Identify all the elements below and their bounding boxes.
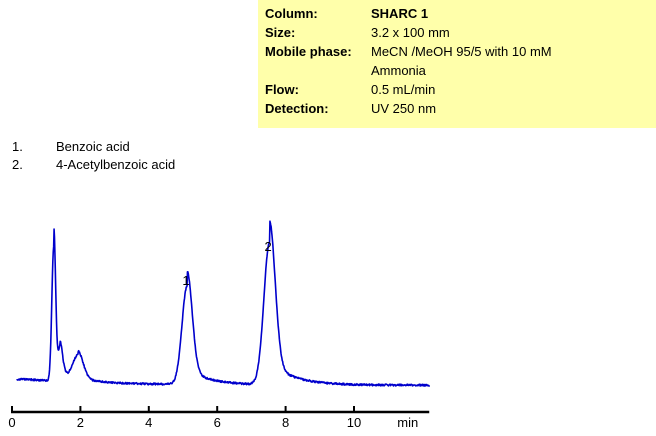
compound-number: 2. xyxy=(12,157,23,172)
method-info-box: Column: SHARC 1 Size: 3.2 x 100 mm Mobil… xyxy=(258,0,656,128)
x-axis-unit-label: min xyxy=(397,415,419,430)
x-axis-tick-label: 4 xyxy=(145,415,153,430)
method-value-flow: 0.5 mL/min xyxy=(371,82,436,97)
method-row: Detection: UV 250 nm xyxy=(265,100,552,119)
method-info-table: Column: SHARC 1 Size: 3.2 x 100 mm Mobil… xyxy=(265,5,552,119)
x-axis-tick-label: 2 xyxy=(76,415,84,430)
list-item: 2. 4-Acetylbenzoic acid xyxy=(12,156,252,174)
x-axis-tick-label: 8 xyxy=(281,415,290,430)
method-value-column: SHARC 1 xyxy=(371,6,429,21)
method-label-detection: Detection: xyxy=(265,101,329,116)
method-row: Mobile phase: MeCN /MeOH 95/5 with 10 mM xyxy=(265,43,552,62)
method-label-size: Size: xyxy=(265,25,296,40)
method-row: Ammonia xyxy=(265,62,552,81)
method-label-flow: Flow: xyxy=(265,82,299,97)
x-axis-ticks xyxy=(11,406,355,412)
method-info-body: Column: SHARC 1 Size: 3.2 x 100 mm Mobil… xyxy=(265,5,552,119)
method-value-size: 3.2 x 100 mm xyxy=(371,25,450,40)
x-axis-tick-label: 10 xyxy=(346,415,362,430)
peak-label-1: 1 xyxy=(182,273,190,289)
compound-name: Benzoic acid xyxy=(56,139,130,154)
chromatogram-svg xyxy=(11,220,430,414)
method-row: Size: 3.2 x 100 mm xyxy=(265,24,552,43)
chromatogram-plot: 1 2 0 2 4 6 8 10 min xyxy=(0,190,460,436)
list-item: 1. Benzoic acid xyxy=(12,138,252,156)
x-axis-tick-label: 0 xyxy=(8,415,16,430)
compound-name: 4-Acetylbenzoic acid xyxy=(56,157,176,172)
method-label-mobile-phase: Mobile phase: xyxy=(265,44,352,59)
compound-legend: 1. Benzoic acid 2. 4-Acetylbenzoic acid xyxy=(12,138,252,174)
peak-label-2: 2 xyxy=(264,238,272,254)
x-axis-tick-label: 6 xyxy=(213,415,221,430)
chromatogram-trace xyxy=(16,220,430,387)
method-label-continuation xyxy=(265,62,371,81)
compound-number: 1. xyxy=(12,139,23,154)
method-row: Flow: 0.5 mL/min xyxy=(265,81,552,100)
method-value-detection: UV 250 nm xyxy=(371,101,437,116)
method-value-mobile-phase-continuation: Ammonia xyxy=(371,63,426,78)
method-value-mobile-phase: MeCN /MeOH 95/5 with 10 mM xyxy=(371,44,552,59)
method-row: Column: SHARC 1 xyxy=(265,5,552,24)
method-label-column: Column: xyxy=(265,6,318,21)
